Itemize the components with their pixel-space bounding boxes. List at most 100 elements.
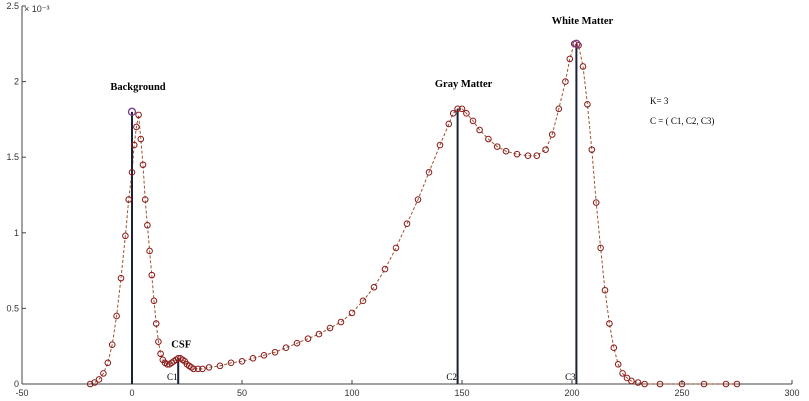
annotation-label: White Matter — [552, 16, 614, 27]
y-tick-group: 0 0.5 1 1.5 2 2.5 — [6, 1, 26, 389]
histogram-marker — [533, 152, 541, 159]
histogram-marker — [260, 351, 268, 359]
histogram-marker — [641, 380, 648, 388]
histogram-marker — [502, 147, 510, 155]
histogram-marker — [493, 143, 501, 150]
histogram-marker — [174, 354, 182, 362]
histogram-marker — [445, 120, 453, 128]
histogram-marker-group — [86, 40, 741, 388]
histogram-line-group — [90, 43, 737, 385]
y-tick-label: 2.5 — [6, 1, 19, 11]
x-tick-label: 0 — [129, 388, 134, 398]
histogram-marker — [579, 63, 587, 70]
plot-area — [22, 6, 792, 384]
histogram-marker — [293, 339, 301, 347]
histogram-marker — [130, 141, 138, 149]
histogram-marker — [163, 361, 171, 368]
histogram-marker — [133, 123, 140, 131]
histogram-marker — [403, 220, 411, 228]
histogram-marker — [656, 380, 664, 388]
histogram-marker — [476, 126, 483, 134]
histogram-marker — [155, 338, 162, 345]
histogram-marker — [542, 146, 549, 153]
histogram-marker — [271, 348, 279, 356]
histogram-marker — [623, 374, 631, 382]
histogram-marker — [575, 42, 582, 49]
histogram-marker — [122, 232, 129, 240]
histogram-marker — [548, 131, 556, 138]
histogram-marker — [100, 370, 107, 377]
histogram-marker — [449, 110, 457, 117]
x-tick-label: 200 — [564, 388, 579, 398]
histogram-marker — [216, 362, 224, 370]
histogram-marker — [597, 244, 604, 252]
histogram-marker — [566, 55, 574, 63]
annotation-group: Background CSF C1 Gray Matter C2 White Matter… — [110, 16, 613, 382]
histogram-marker — [555, 105, 563, 113]
centroids-label: C = ( C1, C2, C3) — [650, 116, 714, 126]
histogram-marker — [359, 297, 367, 305]
peak-line-group — [131, 43, 578, 384]
histogram-marker — [190, 365, 197, 373]
histogram-marker — [139, 161, 147, 169]
histogram-marker — [588, 146, 596, 153]
annotation-label: Gray Matter — [435, 79, 493, 90]
centroid-marker-label: C3 — [565, 372, 576, 382]
histogram-marker — [125, 196, 132, 203]
peak-marker — [127, 107, 137, 117]
histogram-marker — [238, 358, 246, 365]
histogram-marker — [315, 330, 323, 338]
histogram-marker — [414, 196, 422, 203]
histogram-marker — [436, 141, 444, 149]
x-tick-label: -50 — [15, 388, 28, 398]
histogram-marker — [249, 354, 257, 362]
histogram-marker — [614, 361, 622, 368]
x-tick-label: 150 — [454, 388, 469, 398]
histogram-marker — [524, 152, 532, 159]
histogram-marker — [95, 376, 103, 383]
histogram-marker — [592, 199, 600, 206]
centroid-marker-label: C1 — [167, 372, 178, 382]
histogram-marker — [619, 370, 626, 377]
x-tick-label: 250 — [674, 388, 689, 398]
histogram-marker — [628, 377, 635, 385]
histogram-marker — [454, 105, 461, 113]
histogram-marker — [392, 244, 400, 252]
histogram-dashed-line — [90, 43, 737, 385]
histogram-marker — [370, 283, 378, 291]
histogram-marker — [610, 344, 618, 352]
centroid-marker-label: C2 — [446, 372, 457, 382]
x-tick-label: 300 — [784, 388, 799, 398]
histogram-marker — [458, 105, 466, 113]
histogram-marker — [337, 318, 345, 326]
histogram-marker — [144, 221, 151, 229]
histogram-marker — [157, 350, 164, 358]
y-tick-label: 1.5 — [6, 152, 19, 162]
y-exponent-label: × 10⁻³ — [24, 4, 50, 14]
histogram-marker — [678, 380, 686, 388]
histogram-marker — [146, 247, 153, 255]
histogram-marker — [722, 380, 730, 388]
histogram-marker — [513, 150, 521, 158]
histogram-marker — [108, 341, 116, 348]
histogram-marker — [128, 169, 136, 176]
y-tick-label: 1 — [14, 228, 19, 238]
histogram-marker — [304, 335, 312, 342]
annotation-label: CSF — [171, 339, 191, 350]
histogram-marker — [425, 169, 433, 176]
histogram-marker — [282, 344, 290, 352]
peak-marker — [572, 39, 581, 48]
histogram-marker — [137, 135, 145, 143]
histogram-marker — [381, 265, 389, 273]
histogram-marker — [601, 286, 609, 294]
annotation-label: Background — [110, 82, 165, 93]
histogram-marker — [485, 135, 492, 143]
y-tick-label: 0.5 — [6, 303, 19, 313]
y-tick-label: 2 — [14, 77, 19, 87]
histogram-marker — [606, 320, 613, 327]
histogram-marker — [700, 380, 708, 388]
histogram-marker — [469, 117, 477, 125]
histogram-marker — [584, 100, 591, 108]
histogram-marker — [135, 111, 142, 119]
histogram-marker — [152, 320, 160, 327]
